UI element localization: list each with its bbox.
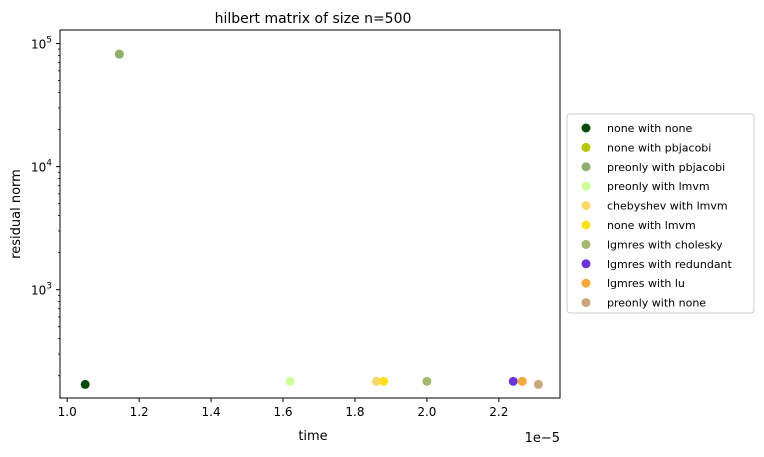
legend-label: lgmres with redundant	[607, 258, 733, 271]
scatter-point	[80, 379, 90, 389]
legend-label: chebyshev with lmvm	[607, 200, 728, 213]
legend-label: preonly with none	[607, 297, 706, 310]
scatter-point	[285, 376, 295, 386]
legend-label: preonly with lmvm	[607, 180, 710, 193]
x-tick-label: 1.6	[273, 405, 292, 419]
legend-marker	[581, 239, 591, 249]
x-tick-label: 2.0	[417, 405, 436, 419]
legend-label: none with pbjacobi	[607, 141, 711, 154]
legend-marker	[581, 259, 591, 269]
x-tick-label: 2.2	[489, 405, 508, 419]
legend-label: lgmres with lu	[607, 277, 685, 290]
scatter-point	[533, 379, 543, 389]
scatter-point	[422, 376, 432, 386]
y-tick-label: 105	[31, 36, 52, 52]
legend-marker	[581, 142, 591, 152]
y-axis-label: residual norm	[9, 169, 24, 259]
legend-marker	[581, 181, 591, 191]
y-tick-label: 104	[31, 159, 52, 175]
x-tick-label: 1.2	[130, 405, 149, 419]
x-axis-offset-label: 1e−5	[525, 431, 560, 446]
legend-frame	[566, 113, 755, 314]
legend-marker	[581, 162, 591, 172]
legend-marker	[581, 278, 591, 288]
scatter-point	[379, 376, 389, 386]
legend-marker	[581, 220, 591, 230]
scatter-point	[114, 49, 124, 59]
legend-label: preonly with pbjacobi	[607, 161, 725, 174]
legend-marker	[581, 123, 591, 133]
legend-marker	[581, 201, 591, 211]
scatter-point	[372, 376, 382, 386]
y-tick-label: 103	[31, 282, 52, 298]
legend-label: none with lmvm	[607, 219, 696, 232]
x-tick-label: 1.8	[345, 405, 364, 419]
legend-label: lgmres with cholesky	[607, 238, 723, 251]
scatter-point	[517, 376, 527, 386]
scatter-point	[508, 376, 518, 386]
x-axis-label: time	[298, 429, 327, 444]
plot-frame	[59, 29, 561, 399]
x-tick-label: 1.0	[58, 405, 77, 419]
legend-label: none with none	[607, 122, 692, 135]
chart-title: hilbert matrix of size n=500	[215, 11, 412, 27]
legend: none with none none with pbjacobi preonly …	[566, 113, 755, 314]
x-tick-label: 1.4	[202, 405, 221, 419]
legend-marker	[581, 298, 591, 308]
